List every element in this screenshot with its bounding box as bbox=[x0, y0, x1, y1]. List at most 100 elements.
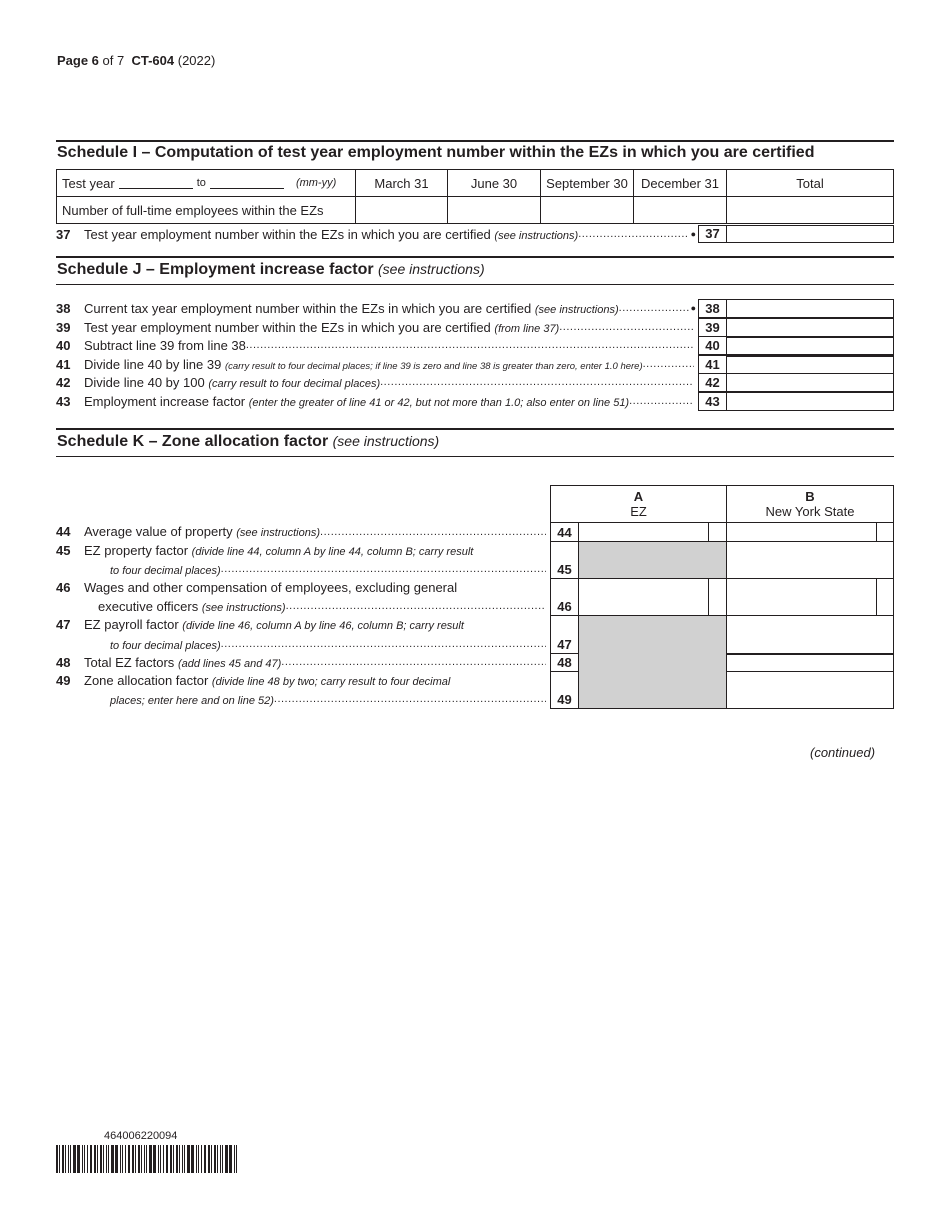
leader-dots bbox=[286, 600, 546, 612]
barcode-icon bbox=[56, 1145, 237, 1173]
schedule-i-title: Schedule I – Computation of test year em… bbox=[57, 144, 815, 161]
line-note: (see instructions) bbox=[236, 527, 321, 539]
barcode-bar bbox=[211, 1145, 212, 1173]
december-employees-field[interactable] bbox=[633, 196, 727, 224]
line-44-col-a-field[interactable] bbox=[578, 522, 727, 542]
line-40-field[interactable] bbox=[726, 336, 894, 355]
leader-dots bbox=[246, 339, 694, 351]
line-text: Average value of property (see instructi… bbox=[84, 524, 320, 539]
title-text: Schedule J – Employment increase factor bbox=[57, 261, 374, 278]
barcode-bar bbox=[153, 1145, 156, 1173]
june-employees-field[interactable] bbox=[447, 196, 541, 224]
line-44-col-b-field[interactable] bbox=[726, 522, 894, 542]
line-number: 43 bbox=[56, 393, 71, 409]
line-number: 44 bbox=[56, 524, 71, 539]
barcode-bar bbox=[97, 1145, 98, 1173]
test-year-start-field[interactable] bbox=[118, 178, 193, 189]
barcode-bar bbox=[214, 1145, 216, 1173]
col-a-letter: A bbox=[633, 489, 644, 504]
line-note: (from line 37) bbox=[494, 322, 560, 335]
line-label: Wages and other compensation of employee… bbox=[84, 579, 458, 595]
schedule-k-title: Schedule K – Zone allocation factor (see… bbox=[57, 433, 439, 451]
barcode-bar bbox=[73, 1145, 76, 1173]
box-45-label: 45 bbox=[550, 541, 579, 579]
line-number: 38 bbox=[56, 300, 71, 316]
line-49-col-b-field[interactable] bbox=[726, 671, 894, 709]
line-48-col-b-field[interactable] bbox=[726, 653, 894, 672]
barcode-bar bbox=[120, 1145, 121, 1173]
line-47-col-b-field[interactable] bbox=[726, 615, 894, 654]
line-label: EZ property factor bbox=[84, 542, 189, 558]
barcode-bar bbox=[187, 1145, 190, 1173]
line-number: 41 bbox=[56, 356, 71, 372]
line-note: (divide line 44, column A by line 44, co… bbox=[191, 545, 474, 558]
september-employees-field[interactable] bbox=[540, 196, 634, 224]
barcode-bar bbox=[138, 1145, 140, 1173]
barcode-bar bbox=[70, 1145, 71, 1173]
line-37-field[interactable] bbox=[726, 225, 894, 243]
col-header-september: September 30 bbox=[540, 169, 634, 197]
shaded-area bbox=[578, 541, 727, 579]
line-text: Divide line 40 by line 39 (carry result … bbox=[84, 357, 643, 372]
line-41-field[interactable] bbox=[726, 355, 894, 374]
barcode-bar bbox=[100, 1145, 102, 1173]
line-39-field[interactable] bbox=[726, 318, 894, 337]
line-43-field[interactable] bbox=[726, 392, 894, 411]
line-46-col-b-field[interactable] bbox=[726, 578, 894, 616]
line-label: executive officers bbox=[98, 598, 199, 614]
barcode-bar bbox=[225, 1145, 228, 1173]
barcode-bar bbox=[62, 1145, 64, 1173]
box-49-label: 49 bbox=[550, 671, 579, 709]
box-46-label: 46 bbox=[550, 578, 579, 616]
barcode-bar bbox=[59, 1145, 60, 1173]
line-text-continued: to four decimal places) bbox=[110, 562, 221, 577]
line-46: 46 Wages and other compensation of employ… bbox=[56, 578, 546, 615]
line-note: (divide line 46, column A by line 46, co… bbox=[182, 619, 464, 632]
march-employees-field[interactable] bbox=[355, 196, 448, 224]
leader-dots bbox=[221, 563, 546, 575]
leader-dots bbox=[643, 358, 694, 370]
barcode-bar bbox=[84, 1145, 85, 1173]
bullet-icon: ● bbox=[690, 229, 696, 239]
line-46-col-a-field[interactable] bbox=[578, 578, 727, 616]
divider bbox=[56, 284, 894, 285]
line-38-field[interactable] bbox=[726, 299, 894, 318]
barcode-bar bbox=[229, 1145, 232, 1173]
line-37: 37 Test year employment number within th… bbox=[56, 225, 698, 243]
line-note: to four decimal places) bbox=[110, 564, 221, 577]
barcode-bar bbox=[234, 1145, 235, 1173]
line-39: 39 Test year employment number within th… bbox=[56, 318, 698, 336]
line-label: Subtract line 39 from line 38 bbox=[84, 337, 246, 353]
line-number: 46 bbox=[56, 579, 71, 595]
line-42-field[interactable] bbox=[726, 373, 894, 392]
line-note: (enter the greater of line 41 or 42, but… bbox=[248, 396, 630, 409]
line-text: Divide line 40 by 100 (carry result to f… bbox=[84, 375, 380, 390]
total-employees-field[interactable] bbox=[726, 196, 894, 224]
line-note: (see instructions) bbox=[494, 229, 579, 242]
barcode-bar bbox=[77, 1145, 80, 1173]
box-41-label: 41 bbox=[698, 355, 727, 374]
barcode-bar bbox=[160, 1145, 161, 1173]
line-45-col-b-field[interactable] bbox=[726, 541, 894, 579]
barcode-bar bbox=[68, 1145, 69, 1173]
box-39-label: 39 bbox=[698, 318, 727, 337]
test-year-end-field[interactable] bbox=[209, 178, 284, 189]
form-year: (2022) bbox=[177, 53, 216, 68]
line-42: 42 Divide line 40 by 100 (carry result t… bbox=[56, 373, 698, 391]
box-42-label: 42 bbox=[698, 373, 727, 392]
barcode-bar bbox=[204, 1145, 206, 1173]
barcode-bar bbox=[184, 1145, 185, 1173]
barcode-bar bbox=[103, 1145, 104, 1173]
line-number: 48 bbox=[56, 654, 71, 670]
test-year-label: Test year bbox=[62, 175, 115, 191]
line-note: (add lines 45 and 47) bbox=[177, 657, 282, 670]
title-note: (see instructions) bbox=[332, 433, 440, 449]
line-41: 41 Divide line 40 by line 39 (carry resu… bbox=[56, 355, 698, 373]
line-label: Current tax year employment number withi… bbox=[84, 300, 532, 316]
line-number: 37 bbox=[56, 226, 71, 242]
line-label: Total EZ factors bbox=[84, 654, 175, 670]
barcode-bar bbox=[108, 1145, 109, 1173]
line-label: Divide line 40 by line 39 bbox=[84, 356, 222, 372]
line-text: Current tax year employment number withi… bbox=[84, 301, 619, 316]
